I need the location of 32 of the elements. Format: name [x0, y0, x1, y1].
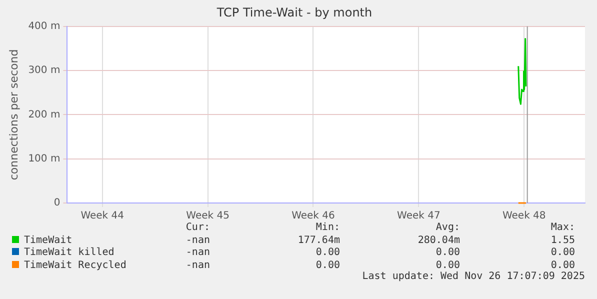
- text: Min:: [316, 222, 340, 233]
- text: -nan: [186, 234, 210, 246]
- x-tick-label: Week 47: [397, 210, 440, 222]
- y-tick-label: 400 m: [28, 20, 60, 32]
- y-axis-title: connections per second: [7, 49, 20, 180]
- y-tick-label: 200 m: [28, 109, 60, 120]
- legend-label: TimeWait killed: [24, 247, 114, 258]
- chart-title: TCP Time-Wait - by month: [216, 5, 372, 20]
- text: Last update: Wed Nov 26 17:07:09 2025: [362, 271, 585, 282]
- text: Max:: [550, 222, 575, 233]
- text: 280.04m: [418, 234, 460, 246]
- x-tick-label: Week 45: [186, 210, 230, 222]
- y-tick-label: 100 m: [28, 153, 60, 164]
- text: 0.00: [316, 260, 340, 270]
- legend-label: TimeWait Recycled: [24, 260, 126, 270]
- text: 0.00: [436, 260, 460, 270]
- text: -nan: [186, 247, 210, 258]
- x-tick-label: Week 44: [80, 210, 124, 222]
- x-tick-label: Week 46: [292, 210, 335, 222]
- legend-label: TimeWait: [24, 234, 72, 246]
- text: 0.00: [316, 247, 340, 258]
- text: 1.55: [550, 234, 575, 246]
- text: 0.00: [550, 247, 575, 258]
- text: 177.64m: [298, 234, 340, 246]
- text: Avg:: [436, 222, 460, 233]
- text: Cur:: [186, 222, 210, 233]
- y-tick-label: 0: [54, 198, 60, 209]
- text: -nan: [186, 260, 210, 270]
- y-tick-label: 300 m: [28, 65, 60, 76]
- text: 0.00: [436, 247, 460, 258]
- x-tick-label: Week 48: [502, 210, 546, 222]
- text: 0.00: [550, 260, 575, 270]
